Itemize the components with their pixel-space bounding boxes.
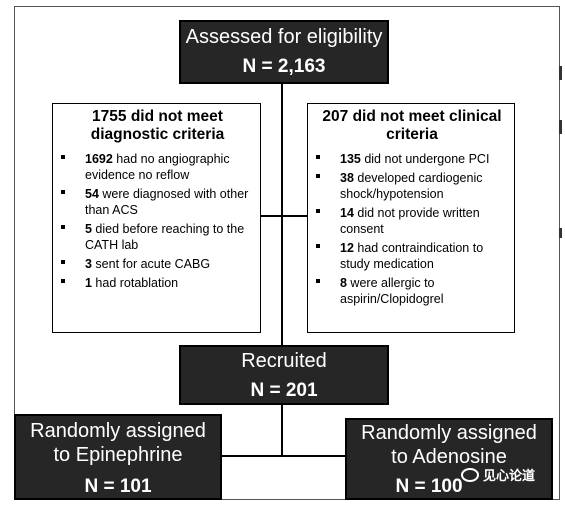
eligibility-count: N = 2,163 [242, 56, 326, 77]
arm-adenosine-count: N = 100 [395, 476, 463, 497]
arm-epinephrine-count: N = 101 [84, 476, 152, 497]
recruited-box: Recruited N = 201 [179, 345, 389, 405]
excluded-diagnostic-box: 1755 did not meet diagnostic criteria 16… [52, 103, 261, 333]
bullet-icon [61, 225, 65, 229]
edge-mark [559, 66, 562, 80]
excluded-clinical-heading: 207 did not meet clinical criteria [322, 108, 502, 143]
list-item: 54 were diagnosed with other than ACS [61, 186, 254, 218]
bullet-icon [316, 155, 320, 159]
list-item: 12 had contraindication to study medicat… [316, 240, 508, 272]
list-item: 3 sent for acute CABG [61, 256, 254, 272]
edge-mark [559, 228, 562, 238]
bullet-icon [61, 190, 65, 194]
watermark: 见心论道 [460, 465, 535, 484]
bullet-icon [61, 279, 65, 283]
list-item: 135 did not undergone PCI [316, 151, 508, 167]
bullet-icon [316, 244, 320, 248]
excluded-diagnostic-heading: 1755 did not meet diagnostic criteria [90, 108, 225, 143]
list-item: 5 died before reaching to the CATH lab [61, 221, 254, 253]
list-item: 38 developed cardiogenic shock/hypotensi… [316, 170, 508, 202]
arm-epinephrine-box: Randomly assigned to Epinephrine N = 101 [14, 414, 222, 500]
bullet-icon [316, 209, 320, 213]
bullet-icon [316, 174, 320, 178]
bullet-icon [316, 279, 320, 283]
eligibility-box: Assessed for eligibility N = 2,163 [179, 20, 389, 84]
list-item: 14 did not provide written consent [316, 205, 508, 237]
recruited-title: Recruited [241, 350, 327, 372]
connector-exclusions [222, 215, 308, 217]
edge-mark [559, 120, 562, 134]
arm-adenosine-box: Randomly assigned to Adenosine N = 100 见… [345, 418, 553, 500]
recruited-count: N = 201 [250, 380, 318, 401]
excluded-diagnostic-list: 1692 had no angiographic evidence no ref… [61, 151, 254, 291]
watermark-text: 见心论道 [482, 468, 535, 483]
excluded-clinical-list: 135 did not undergone PCI 38 developed c… [316, 151, 508, 307]
list-item: 1692 had no angiographic evidence no ref… [61, 151, 254, 183]
connector-split-stem [281, 404, 283, 456]
arm-epinephrine-title: Randomly assigned to Epinephrine [30, 420, 206, 466]
arm-adenosine-title: Randomly assigned to Adenosine [361, 422, 537, 468]
connector-split [222, 455, 346, 457]
diagram-frame [14, 6, 560, 500]
list-item: 8 were allergic to aspirin/Clopidogrel [316, 275, 508, 307]
eligibility-title: Assessed for eligibility [185, 26, 383, 48]
wechat-icon [460, 467, 479, 482]
list-item: 1 had rotablation [61, 275, 254, 291]
bullet-icon [61, 155, 65, 159]
excluded-clinical-box: 207 did not meet clinical criteria 135 d… [307, 103, 515, 333]
bullet-icon [61, 260, 65, 264]
